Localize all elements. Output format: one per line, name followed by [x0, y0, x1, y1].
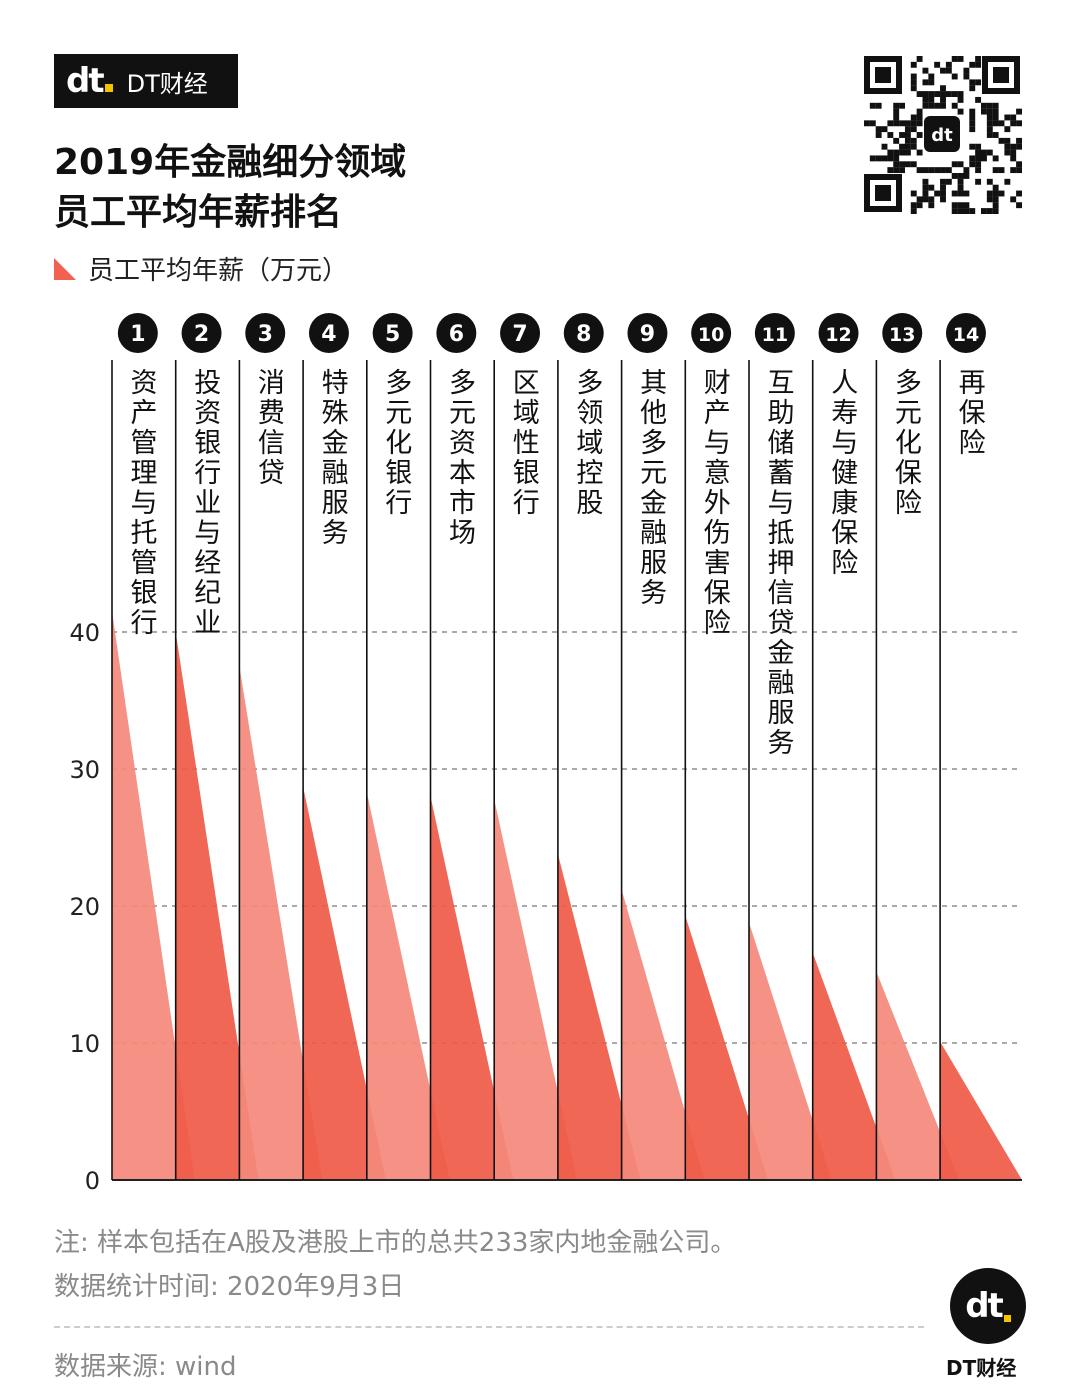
rank-badge [627, 313, 668, 353]
rank-badge [117, 313, 158, 353]
category-label: 多领域控股 [576, 368, 603, 519]
bar-triangle [303, 786, 386, 1180]
category-label: 多元化银行 [385, 368, 412, 519]
brand-footer-name: DT财经 [946, 1356, 1017, 1380]
category-label: 多元资本市场 [449, 368, 476, 549]
brand-circle-logo-icon: dt [950, 1268, 1026, 1344]
category-label: 互助储蓄与抵押信贷金融服务 [768, 368, 795, 759]
category-label: 消费信贷 [258, 368, 285, 489]
rank-badge [500, 313, 541, 353]
bar-triangle [112, 611, 195, 1180]
category-label: 其他多元金融服务 [640, 368, 667, 609]
bar-triangle [239, 666, 323, 1180]
bar-triangle [749, 922, 832, 1180]
category-label: 投资银行业与经纪业 [194, 368, 221, 639]
rank-number: 10 [698, 324, 724, 346]
category-label: 特殊金融服务 [322, 368, 349, 549]
sample-note: 注: 样本包括在A股及港股上市的总共233家内地金融公司。 [54, 1228, 737, 1258]
bar-triangle [366, 792, 450, 1180]
y-tick-label: 10 [69, 1030, 100, 1058]
brand-name: DT财经 [126, 69, 208, 98]
qr-code-icon: dt [862, 54, 1022, 214]
bar-triangle [557, 853, 641, 1180]
bar-triangle [175, 632, 259, 1180]
rank-badge [818, 313, 859, 353]
category-label: 人寿与健康保险 [831, 368, 858, 579]
rank-badge [882, 313, 923, 353]
y-tick-label: 20 [69, 893, 100, 921]
rank-badge [563, 313, 604, 353]
y-tick-label: 0 [85, 1167, 100, 1195]
chart-title: 2019年金融细分领域 员工平均年薪排名 [54, 138, 406, 238]
rank-number: 9 [640, 322, 655, 347]
category-label: 资产管理与托管银行 [131, 368, 158, 639]
rank-badge [691, 313, 732, 353]
rank-number: 11 [762, 324, 788, 346]
y-tick-label: 30 [69, 756, 100, 784]
brand-badge: dt DT财经 [54, 54, 238, 108]
rank-badge [372, 313, 413, 353]
rank-badge [945, 313, 986, 353]
rank-number: 8 [576, 322, 591, 347]
rank-number: 12 [825, 324, 851, 346]
category-label: 再保险 [959, 368, 986, 459]
bar-triangle [430, 796, 514, 1180]
legend-label: 员工平均年薪（万元） [88, 256, 349, 286]
svg-text:dt: dt [931, 125, 953, 146]
chart-title-line-2: 员工平均年薪排名 [54, 192, 343, 233]
brand-logo-icon: dt [66, 54, 113, 108]
rank-number: 14 [953, 324, 979, 346]
divider [54, 1326, 924, 1328]
rank-number: 1 [130, 322, 145, 347]
y-tick-label: 40 [69, 619, 100, 647]
rank-number: 2 [194, 322, 209, 347]
bar-triangle [494, 799, 578, 1180]
source-note: 数据来源: wind [54, 1352, 237, 1382]
rank-badge [754, 313, 795, 353]
rank-badge [308, 313, 349, 353]
date-note: 数据统计时间: 2020年9月3日 [54, 1272, 405, 1302]
rank-badge [245, 313, 286, 353]
category-label: 多元化保险 [895, 368, 922, 519]
chart-title-line-1: 2019年金融细分领域 [54, 142, 407, 183]
legend: 员工平均年薪（万元） [54, 250, 348, 287]
category-label: 区域性银行 [513, 368, 540, 519]
bar-chart: 0 10 20 30 40 1 资产管理与托管银行 2 投资银行业与经纪业 3 消费信贷 4 特殊金融服… [69, 313, 1022, 1195]
bar-triangle [812, 952, 896, 1180]
rank-number: 5 [385, 322, 400, 347]
bar-triangle [685, 915, 769, 1180]
rank-number: 3 [258, 322, 273, 347]
legend-swatch-icon [54, 257, 76, 280]
bar-triangle [621, 889, 705, 1180]
rank-number: 7 [512, 322, 527, 347]
rank-number: 13 [889, 324, 915, 346]
category-label: 财产与意外伤害保险 [704, 368, 731, 639]
rank-badge [436, 313, 477, 353]
rank-badge [181, 313, 222, 353]
rank-number: 6 [449, 322, 464, 347]
rank-number: 4 [321, 322, 336, 347]
bar-triangle [940, 1041, 1022, 1180]
